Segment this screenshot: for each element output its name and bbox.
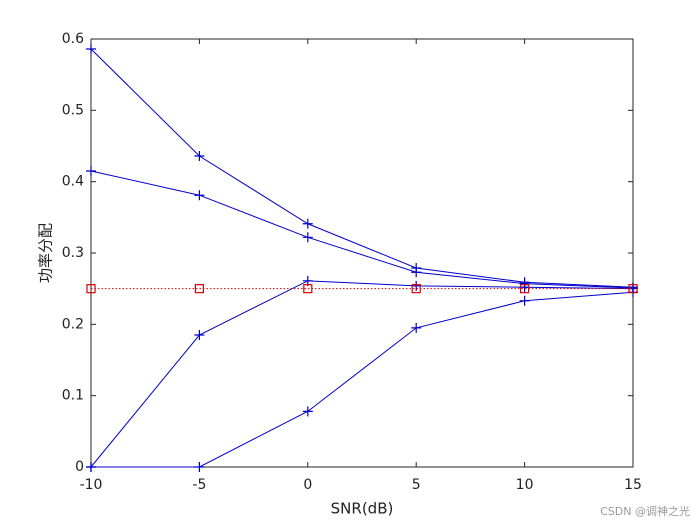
series-line xyxy=(90,170,634,289)
x-tick-label: 10 xyxy=(516,477,534,493)
marker xyxy=(628,284,638,294)
marker xyxy=(194,190,205,201)
series-line xyxy=(90,280,634,468)
y-tick-label: 0.6 xyxy=(62,31,84,47)
marker xyxy=(411,267,422,278)
x-axis-label: SNR(dB) xyxy=(331,500,394,518)
y-axis-label: 功率分配 xyxy=(37,223,55,283)
marker xyxy=(194,284,204,294)
x-tick-label: 15 xyxy=(624,477,642,493)
marker xyxy=(194,330,205,341)
y-tick-label: 0.5 xyxy=(62,102,84,118)
marker xyxy=(302,218,313,229)
y-tick-label: 0.3 xyxy=(62,245,84,261)
marker xyxy=(411,322,422,333)
marker xyxy=(194,462,205,472)
y-tick-label: 0 xyxy=(75,459,84,475)
marker xyxy=(86,284,96,294)
marker xyxy=(303,284,313,294)
marker xyxy=(411,280,422,291)
x-tick-label: 5 xyxy=(412,477,421,493)
marker xyxy=(302,232,313,243)
marker xyxy=(519,284,530,294)
marker xyxy=(86,43,96,54)
y-tick-label: 0.4 xyxy=(62,174,84,190)
watermark: CSDN @调神之光 xyxy=(600,504,690,518)
marker xyxy=(86,462,96,472)
marker xyxy=(302,406,313,417)
x-tick-label: -10 xyxy=(80,477,103,493)
series-line xyxy=(91,291,634,468)
series-line xyxy=(90,48,634,288)
marker xyxy=(519,295,530,306)
x-tick-label: 0 xyxy=(303,477,312,493)
marker xyxy=(194,150,205,161)
marker xyxy=(86,165,96,176)
marker xyxy=(519,282,530,293)
marker xyxy=(411,284,421,294)
y-tick-label: 0.2 xyxy=(62,316,84,332)
y-tick-label: 0.1 xyxy=(62,388,84,404)
x-tick-label: -5 xyxy=(192,477,206,493)
